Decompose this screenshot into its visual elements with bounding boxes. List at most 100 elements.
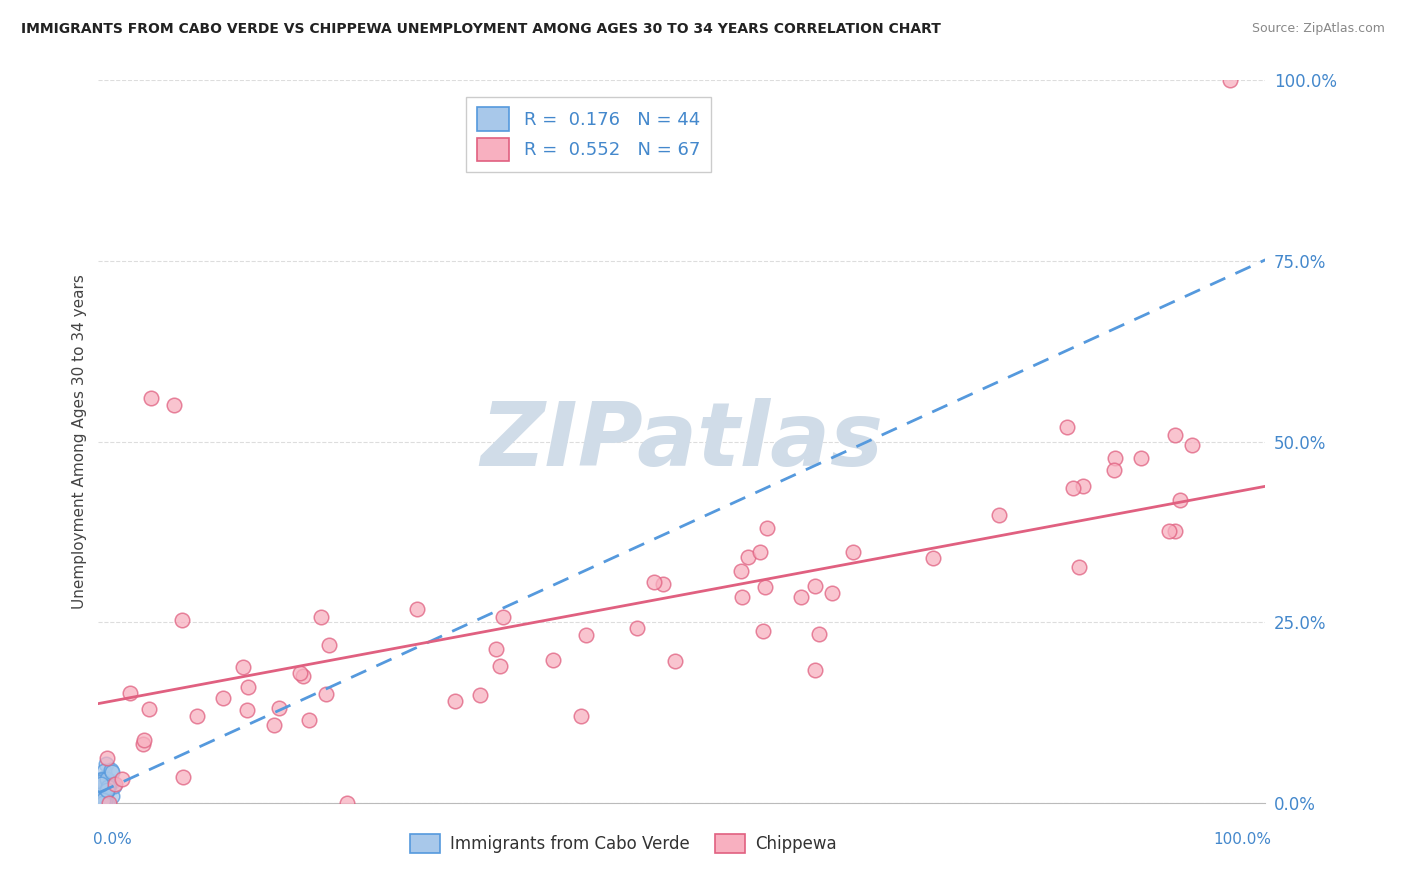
Point <box>236 680 259 694</box>
Point <box>89 789 111 803</box>
Point <box>87 788 110 802</box>
Point <box>569 709 592 723</box>
Point <box>118 685 141 699</box>
Point <box>94 793 117 807</box>
Point <box>309 609 332 624</box>
Point <box>89 796 111 810</box>
Point <box>804 663 827 677</box>
Point <box>90 789 112 803</box>
Point <box>111 772 134 787</box>
Point <box>1056 420 1078 434</box>
Point <box>232 660 254 674</box>
Point <box>318 638 340 652</box>
Point <box>988 508 1011 522</box>
Point <box>163 398 186 412</box>
Point <box>756 520 779 534</box>
Point <box>922 551 945 566</box>
Point <box>1168 493 1191 508</box>
Point <box>91 790 114 805</box>
Point <box>90 775 112 789</box>
Point <box>93 789 115 803</box>
Point <box>91 781 114 796</box>
Point <box>93 790 115 805</box>
Text: IMMIGRANTS FROM CABO VERDE VS CHIPPEWA UNEMPLOYMENT AMONG AGES 30 TO 34 YEARS CO: IMMIGRANTS FROM CABO VERDE VS CHIPPEWA U… <box>21 22 941 37</box>
Point <box>664 654 686 668</box>
Point <box>789 591 811 605</box>
Point <box>96 757 118 772</box>
Point <box>91 796 114 810</box>
Point <box>1164 428 1187 442</box>
Point <box>541 653 564 667</box>
Point <box>97 796 120 810</box>
Text: 0.0%: 0.0% <box>93 831 131 847</box>
Point <box>489 659 512 673</box>
Point <box>1102 463 1125 477</box>
Point <box>575 628 598 642</box>
Point <box>91 788 114 802</box>
Point <box>89 775 111 789</box>
Point <box>98 775 121 789</box>
Point <box>96 772 118 787</box>
Point <box>1157 524 1180 539</box>
Point <box>291 668 314 682</box>
Point <box>731 590 754 604</box>
Point <box>754 580 776 594</box>
Point <box>1104 451 1126 466</box>
Text: Source: ZipAtlas.com: Source: ZipAtlas.com <box>1251 22 1385 36</box>
Point <box>1062 481 1084 495</box>
Point <box>737 550 759 565</box>
Point <box>96 783 118 797</box>
Point <box>730 564 752 578</box>
Point <box>749 545 772 559</box>
Point <box>643 575 665 590</box>
Point <box>98 774 121 789</box>
Point <box>1069 559 1091 574</box>
Point <box>91 789 114 804</box>
Text: ZIPatlas: ZIPatlas <box>481 398 883 485</box>
Point <box>91 772 114 787</box>
Point <box>96 751 118 765</box>
Point <box>93 780 115 795</box>
Text: 100.0%: 100.0% <box>1213 831 1271 847</box>
Point <box>101 789 124 803</box>
Point <box>91 772 114 787</box>
Point <box>336 796 359 810</box>
Point <box>269 701 291 715</box>
Point <box>652 577 675 591</box>
Point <box>468 688 491 702</box>
Point <box>104 777 127 791</box>
Point <box>96 796 118 810</box>
Point <box>212 691 235 706</box>
Point <box>1164 524 1187 539</box>
Y-axis label: Unemployment Among Ages 30 to 34 years: Unemployment Among Ages 30 to 34 years <box>72 274 87 609</box>
Point <box>90 796 112 810</box>
Point <box>101 774 124 789</box>
Point <box>1129 451 1152 466</box>
Point <box>93 789 115 804</box>
Point <box>803 579 825 593</box>
Point <box>132 737 155 751</box>
Point <box>97 780 120 794</box>
Point <box>90 789 112 803</box>
Point <box>101 765 124 780</box>
Point <box>90 777 112 791</box>
Point <box>288 665 311 680</box>
Point <box>93 793 115 807</box>
Point <box>98 778 121 792</box>
Point <box>1219 73 1241 87</box>
Point <box>807 627 830 641</box>
Point <box>94 796 117 810</box>
Point <box>172 614 194 628</box>
Point <box>172 770 194 784</box>
Point <box>492 609 515 624</box>
Legend: Immigrants from Cabo Verde, Chippewa: Immigrants from Cabo Verde, Chippewa <box>404 827 844 860</box>
Point <box>315 687 337 701</box>
Point <box>134 732 156 747</box>
Point <box>752 624 775 639</box>
Point <box>842 544 865 558</box>
Point <box>821 586 844 600</box>
Point <box>96 777 118 791</box>
Point <box>406 601 429 615</box>
Point <box>100 763 122 777</box>
Point <box>89 781 111 796</box>
